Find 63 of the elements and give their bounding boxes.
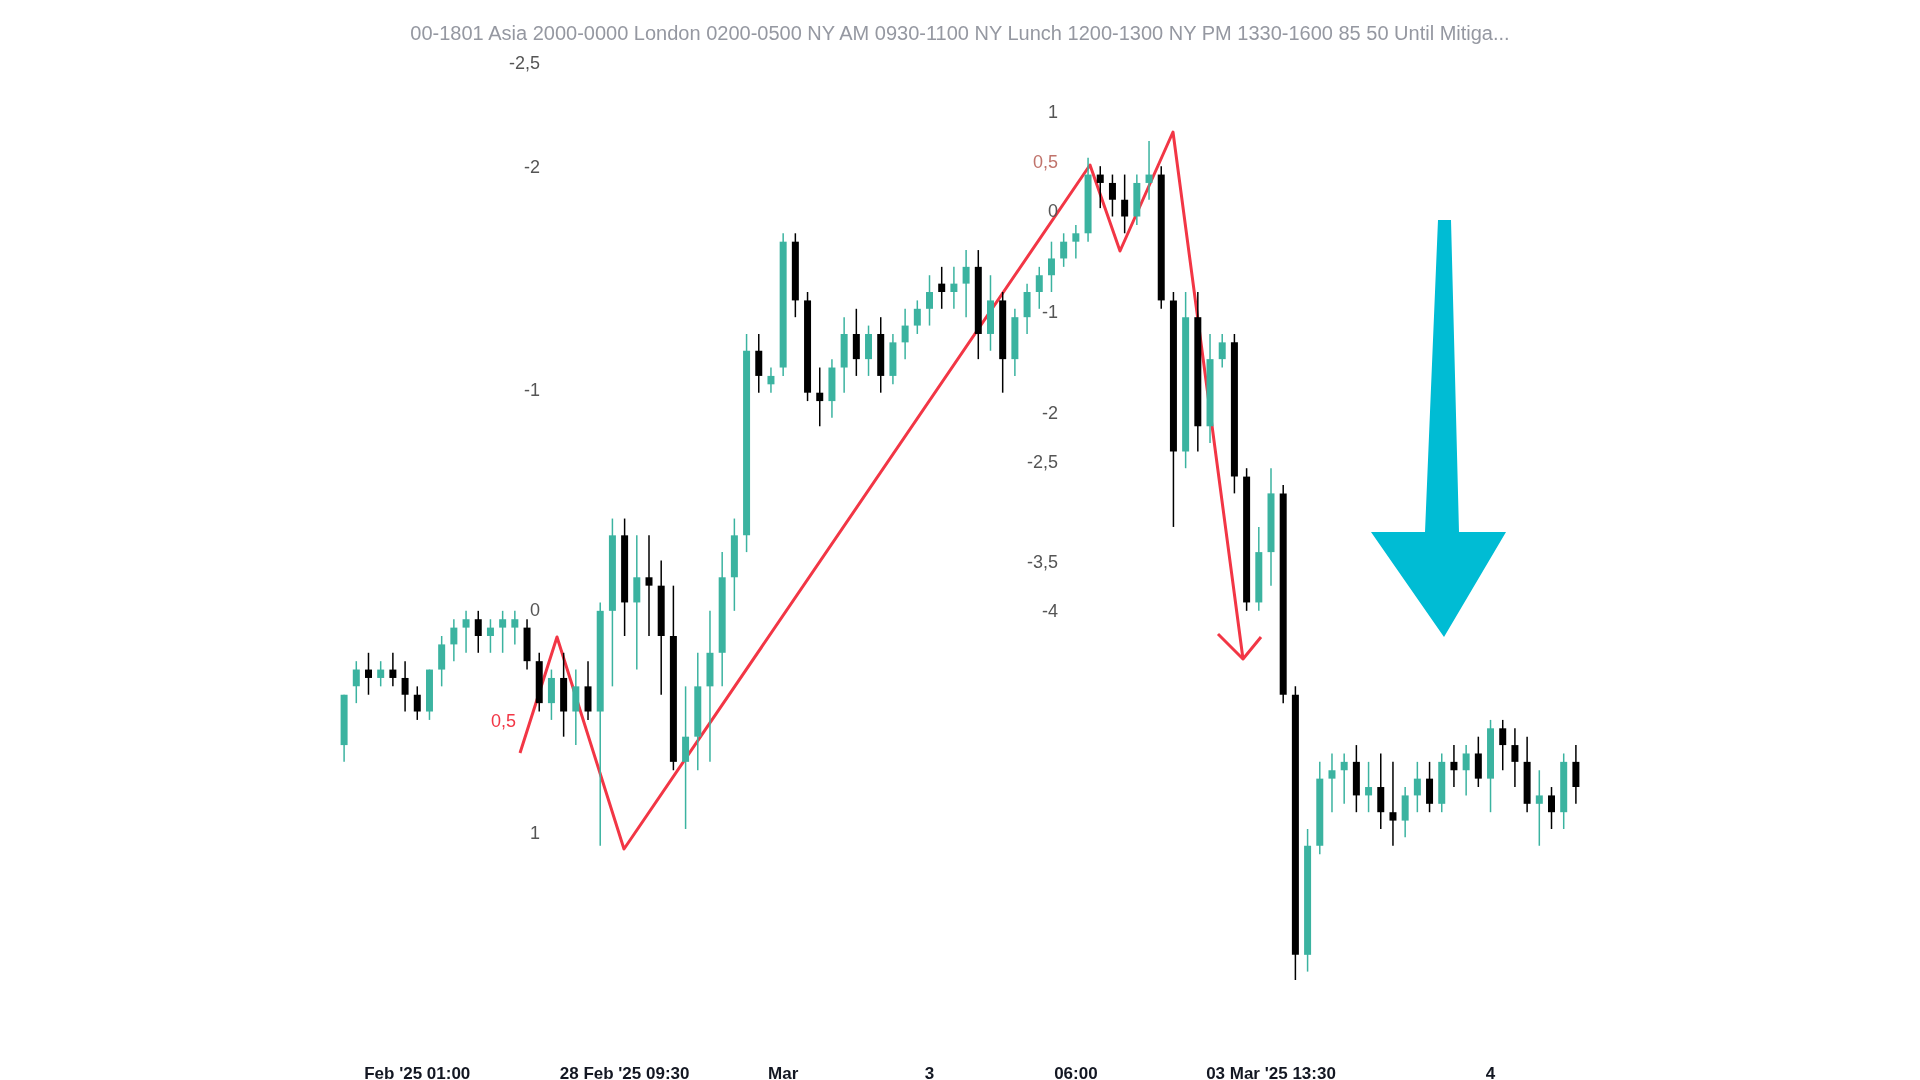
candlestick [352,660,360,704]
candlestick [962,249,970,318]
candlestick [1413,761,1421,813]
candlestick [450,618,458,662]
candlestick [377,660,385,688]
x-tick-label: 4 [1485,1063,1496,1080]
annotation: -4 [1041,601,1058,621]
candlestick [913,299,921,335]
candlestick [1060,232,1068,268]
text: 00-1801 Asia 2000-0000 London 0200-0500 NY AM 0930-1100 NY Lunch 1200-1300 NY PM 1330-1600 85 50 Until Mitiga... [410,22,1510,44]
candlestick [1389,761,1397,847]
candlestick [1450,744,1458,788]
candlestick [1108,173,1116,218]
annotation: 0 [1047,201,1058,221]
annotation: -1 [523,380,540,400]
candlestick [1535,769,1543,847]
annotation: -1 [1041,302,1058,322]
candlestick [950,266,958,310]
candlestick [926,274,934,327]
text: 1 [1047,102,1058,122]
annotation: -3,5 [1026,552,1058,572]
candlestick [1328,752,1336,813]
candlestick [1047,240,1055,293]
candlestick [645,534,653,637]
candlestick [413,685,421,721]
candlestick [901,308,909,360]
candlestick [1499,719,1507,771]
candlestick [499,610,507,654]
annotation: -2 [1041,403,1058,423]
candlestick [938,266,946,310]
annotation: 1 [529,823,540,843]
candlestick [401,660,409,713]
candlestick [1462,744,1470,797]
annotation: -2,5 [1026,452,1058,472]
candlestick [1548,786,1556,830]
candlestick [1511,727,1519,788]
candlestick [816,366,824,428]
annotation: 0,5 [490,711,516,731]
candlestick [767,366,775,394]
candlestick [1035,266,1043,310]
annotation: 0,5 [1032,152,1058,172]
candlestick [511,610,519,646]
candlestick [462,610,470,654]
candlestick [364,652,372,696]
x-tick-label: 06:00 [1054,1063,1098,1080]
x-tick-label: 3 [924,1063,935,1080]
x-tick-label: 28 Feb '25 09:30 [559,1063,690,1080]
candlestick [1096,165,1104,209]
candlestick [1072,224,1080,260]
candlestick [1121,173,1129,235]
x-tick-label: Mar [768,1063,799,1080]
candlestick [474,610,482,654]
annotation: 0 [529,600,540,620]
candlestick [1340,752,1348,805]
candlestick [1365,761,1373,813]
x-tick-label: Feb '25 01:00 [364,1063,471,1080]
annotation: -2 [523,157,540,177]
x-tick-label: 03 Mar '25 13:30 [1206,1063,1336,1080]
candlestick [1218,333,1226,369]
candlestick [1145,140,1153,201]
candlestick [486,618,494,654]
text: -2,5 [508,53,540,73]
candlestick [389,652,397,688]
